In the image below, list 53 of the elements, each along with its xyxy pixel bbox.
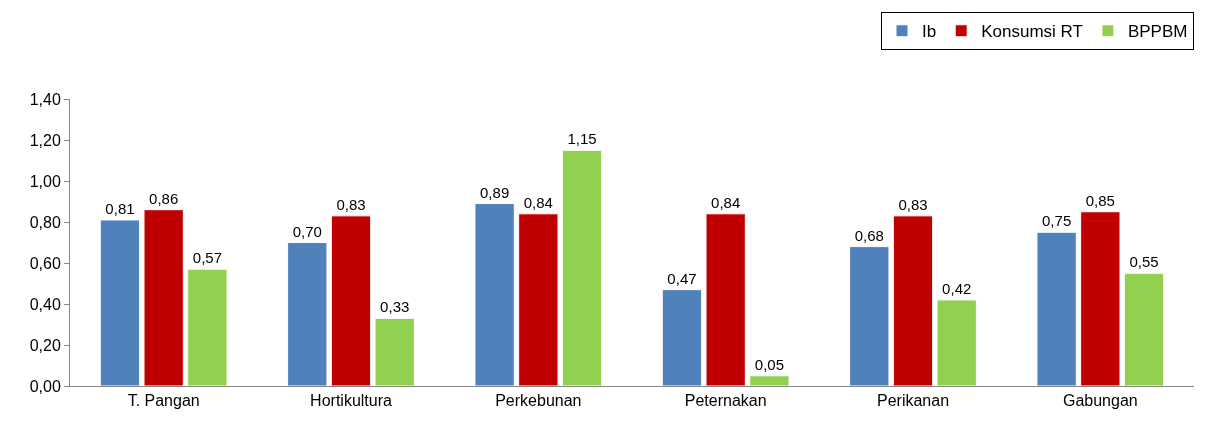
- bar: [705, 213, 746, 386]
- y-tick-label: 1,20: [29, 131, 61, 149]
- data-label: 0,89: [480, 183, 510, 201]
- bar: [474, 203, 515, 386]
- bar: [1123, 272, 1165, 386]
- legend-label: BPPBM: [1127, 22, 1188, 42]
- bar: [374, 317, 415, 386]
- y-tick-label: 0,60: [29, 254, 61, 272]
- data-label: 0,83: [898, 195, 928, 213]
- bar: [749, 375, 790, 386]
- data-label: 0,86: [149, 189, 179, 207]
- data-label: 0,84: [523, 193, 553, 211]
- data-label: 0,83: [336, 195, 366, 213]
- y-tick-label: 0,80: [29, 213, 61, 231]
- data-label: 0,70: [292, 222, 322, 240]
- data-label: 0,55: [1129, 253, 1159, 271]
- data-label: 0,68: [854, 226, 884, 244]
- data-label: 0,33: [380, 298, 410, 316]
- bar: [1036, 231, 1077, 386]
- bar: [892, 215, 934, 386]
- x-tick-label: Peternakan: [684, 392, 767, 410]
- bar: [936, 299, 977, 386]
- y-tick-label: 0,00: [29, 377, 61, 395]
- y-tick-label: 0,20: [29, 336, 61, 354]
- x-tick-label: Perikanan: [876, 392, 950, 410]
- bar: [1080, 211, 1121, 386]
- x-tick-label: Gabungan: [1062, 392, 1138, 410]
- data-label: 0,57: [192, 249, 222, 267]
- x-tick-label: Hortikultura: [310, 392, 392, 410]
- data-label: 0,75: [1042, 212, 1072, 230]
- bar: [849, 246, 890, 386]
- bar: [143, 209, 184, 386]
- data-label: 1,15: [567, 130, 597, 148]
- bar: [661, 289, 703, 386]
- data-label: 0,05: [754, 355, 784, 373]
- x-tick-label: Perkebunan: [495, 392, 582, 410]
- bar: [287, 242, 328, 386]
- y-tick-label: 1,40: [29, 90, 61, 108]
- legend-label: Konsumsi RT: [981, 22, 1083, 42]
- bar: [187, 268, 228, 386]
- y-tick-label: 1,00: [29, 172, 61, 190]
- bar: [99, 219, 141, 386]
- legend-label: Ib: [922, 22, 937, 42]
- data-label: 0,81: [105, 199, 135, 217]
- data-label: 0,47: [667, 269, 697, 287]
- bar: [561, 149, 603, 386]
- data-label: 0,85: [1085, 191, 1115, 209]
- data-label: 0,84: [711, 193, 741, 211]
- bar: [330, 215, 372, 386]
- y-tick-label: 0,40: [29, 295, 61, 313]
- bar: [518, 213, 559, 386]
- x-tick-label: T. Pangan: [127, 392, 200, 410]
- data-label: 0,42: [942, 279, 972, 297]
